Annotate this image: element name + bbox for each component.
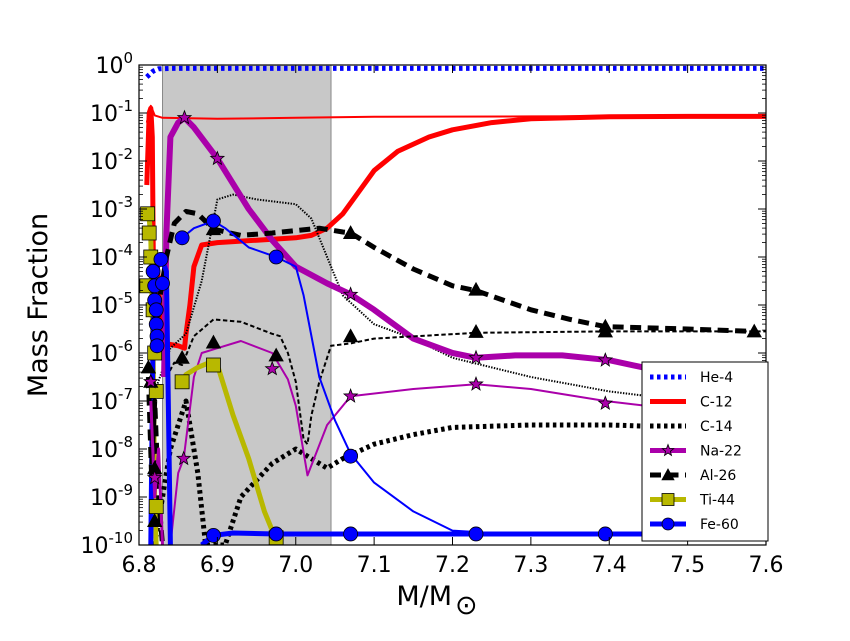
y-tick-label-5: 10-5 <box>90 289 133 319</box>
series-al-26-thin-marker-2 <box>268 347 284 362</box>
series-fe-60-marker-2 <box>343 526 359 542</box>
series-fe-60-thin-marker-2 <box>268 249 284 265</box>
series-na-22-marker-3 <box>468 349 484 365</box>
series-na-22-marker-4 <box>597 352 614 367</box>
y-tick-label-0: 100 <box>95 49 133 79</box>
series-c-14-line <box>153 193 766 407</box>
series-ti-44-marker-1 <box>206 357 221 373</box>
x-tick-label-5: 7.3 <box>513 553 548 578</box>
legend-item-na-22-label: Na-22 <box>700 444 742 460</box>
series-na-22-thin-marker-3 <box>468 376 484 391</box>
x-tick-label-6: 7.4 <box>592 553 627 578</box>
series-al-26-marker-0 <box>205 221 222 236</box>
x-tick-label-0: 6.8 <box>122 553 157 578</box>
y-tick-label-4: 10-4 <box>90 241 133 271</box>
series-c-12-thin-line <box>145 104 766 123</box>
series-ti-44-line <box>179 360 283 545</box>
series-fe-60-thin-marker-0 <box>174 230 190 246</box>
legend-item-he-4-label: He-4 <box>700 370 733 386</box>
series-early-blue-marker-7 <box>153 251 169 267</box>
series-na-22-thin-marker-1 <box>264 360 281 376</box>
series-early-blue-marker-3 <box>148 302 164 318</box>
series-fe-60-thin-marker-3 <box>343 448 359 464</box>
series-layer <box>144 65 766 545</box>
series-na-22-marker-2 <box>342 286 359 302</box>
x-tick-label-7: 7.5 <box>670 553 705 578</box>
series-early-yellow-marker-6 <box>148 499 164 515</box>
x-tick-label-4: 7.2 <box>435 553 470 578</box>
series-na-22-thin-marker-0 <box>175 450 192 466</box>
series-early-purple-marker-0 <box>143 373 159 389</box>
series-al-26-marker-1 <box>342 225 359 240</box>
series-al-26-thin-line <box>165 318 766 446</box>
y-tick-label-6: 10-6 <box>90 337 133 367</box>
legend-item-ti-44-marker <box>661 493 675 506</box>
series-al-26-thin-marker-0 <box>174 349 190 364</box>
y-tick-label-3: 10-3 <box>90 193 133 223</box>
x-tick-label-1: 6.9 <box>200 553 235 578</box>
series-fe-60-thin-marker-1 <box>206 213 221 229</box>
series-al-26-thin-marker-3 <box>342 328 359 343</box>
series-early-black-marker-3 <box>146 513 163 527</box>
legend-item-c-14-label: C-14 <box>700 419 733 435</box>
series-early-blue-marker-8 <box>155 275 170 291</box>
y-tick-label-9: 10-9 <box>90 481 133 511</box>
x-tick-label-3: 7.1 <box>357 553 392 578</box>
series-early-blue-marker-6 <box>149 338 165 354</box>
series-na-22-thin-marker-2 <box>342 388 359 403</box>
x-axis-label-subscript: ⊙ <box>455 590 478 621</box>
series-al-26-line <box>152 208 755 334</box>
y-tick-label-7: 10-7 <box>90 385 133 415</box>
series-early-blue-marker-0 <box>145 263 161 279</box>
legend-item-al-26-marker <box>661 468 675 481</box>
y-tick-labels: 100 10-1 10-2 10-3 10-4 10-5 10-6 10-7 10-8 10-9 1… <box>81 49 134 559</box>
series-early-purple-marker-1 <box>146 469 163 485</box>
y-tick-label-2: 10-2 <box>90 145 133 175</box>
series-early-black-marker-0 <box>140 359 157 374</box>
y-axis-label: Mass Fraction <box>23 213 54 397</box>
series-al-26-marker-4 <box>746 323 762 338</box>
x-tick-labels: 6.8 6.9 7.0 7.1 7.2 7.3 7.4 7.5 7.6 <box>122 553 784 578</box>
x-tick-label-8: 7.6 <box>749 553 784 578</box>
series-na-22-thin-marker-4 <box>597 395 614 411</box>
x-tick-label-2: 7.0 <box>278 553 313 578</box>
series-early-yellow-marker-1 <box>141 225 157 241</box>
legend-item-na-22-marker <box>661 443 675 457</box>
series-al-26-marker-2 <box>468 281 484 296</box>
series-na-22-line <box>161 114 766 397</box>
marker-layer <box>139 109 762 545</box>
series-na-22-marker-0 <box>176 109 193 125</box>
series-al-26-thin-marker-5 <box>597 323 614 338</box>
legend-item-ti-44-label: Ti-44 <box>699 493 735 509</box>
series-al-26-thin-marker-4 <box>468 324 484 338</box>
legend-item-al-26-label: Al-26 <box>700 468 736 484</box>
y-tick-label-1: 10-1 <box>90 97 133 127</box>
series-na-22-marker-1 <box>209 150 226 166</box>
series-fe-60-marker-0 <box>206 528 221 543</box>
series-fe-60-marker-4 <box>597 526 613 542</box>
series-he-4-line <box>145 65 766 79</box>
series-al-26-thin-marker-1 <box>205 334 222 349</box>
y-tick-label-8: 10-8 <box>90 433 133 463</box>
legend: He-4 C-12 C-14 Na-22 Al-26 Ti-44 Fe-60 <box>641 361 769 542</box>
series-fe-60-marker-3 <box>468 526 484 542</box>
legend-item-fe-60-marker <box>661 517 675 531</box>
y-tick-label-10: 10-10 <box>81 529 134 559</box>
legend-item-c-12-label: C-12 <box>700 395 733 411</box>
legend-item-fe-60-label: Fe-60 <box>700 517 739 533</box>
series-ti-44-marker-0 <box>174 374 190 390</box>
series-c-14-thick-line <box>152 398 766 545</box>
series-fe-60-marker-1 <box>268 526 284 542</box>
series-na-22-thin-line <box>169 340 766 545</box>
x-axis-label: M/M <box>396 581 452 612</box>
